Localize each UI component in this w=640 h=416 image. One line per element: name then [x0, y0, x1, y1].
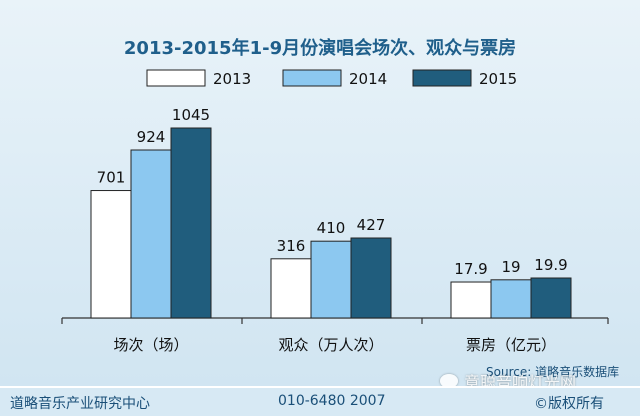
- data-label-2015-0: 1045: [172, 106, 210, 124]
- legend-label-2013: 2013: [213, 70, 251, 88]
- legend-swatch-2015: [412, 69, 472, 87]
- bar-2015-0: [170, 127, 212, 319]
- legend-swatch-2014: [282, 69, 342, 87]
- category-label-2: 票房（亿元）: [466, 336, 556, 354]
- footer-bar: 道略音乐产业研究中心 010-6480 2007 ©版权所有: [0, 386, 640, 416]
- category-label-1: 观众（万人次）: [278, 336, 383, 354]
- bar-2015-2: [530, 277, 572, 319]
- legend-swatch-2013: [146, 69, 206, 87]
- bar-2014-2: [490, 279, 532, 319]
- footer-org: 道略音乐产业研究中心: [10, 396, 150, 412]
- data-label-2015-2: 19.9: [534, 256, 567, 274]
- data-label-2014-0: 924: [137, 128, 166, 146]
- bar-2014-0: [130, 149, 172, 319]
- chart-title: 2013-2015年1-9月份演唱会场次、观众与票房: [123, 38, 517, 59]
- source-note: Source: 道略音乐数据库: [486, 365, 620, 379]
- bar-2013-2: [450, 281, 492, 319]
- bar-2013-0: [90, 190, 132, 319]
- bar-2014-1: [310, 240, 352, 319]
- data-label-2014-1: 410: [317, 219, 346, 237]
- legend-label-2015: 2015: [479, 70, 517, 88]
- category-label-0: 场次（场）: [113, 336, 188, 354]
- footer-phone: 010-6480 2007: [278, 393, 386, 409]
- footer-copyright: ©版权所有: [534, 396, 604, 412]
- data-label-2014-2: 19: [501, 258, 520, 276]
- data-label-2015-1: 427: [357, 216, 386, 234]
- data-label-2013-2: 17.9: [454, 260, 487, 278]
- data-label-2013-1: 316: [277, 237, 306, 255]
- bar-2015-1: [350, 237, 392, 319]
- wechat-icon: [440, 374, 458, 388]
- data-label-2013-0: 701: [97, 169, 126, 187]
- legend-label-2014: 2014: [349, 70, 387, 88]
- bar-2013-1: [270, 258, 312, 319]
